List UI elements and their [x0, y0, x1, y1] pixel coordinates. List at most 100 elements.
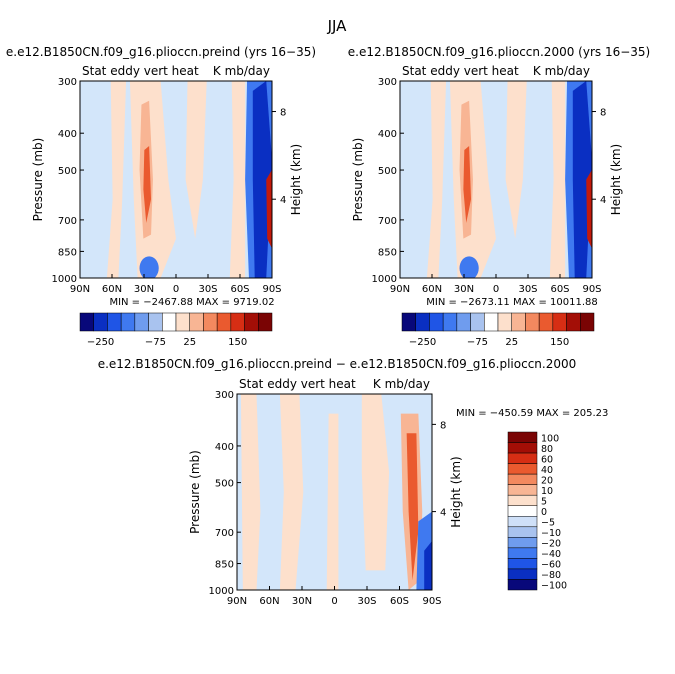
colorbar-swatch	[162, 312, 177, 332]
colorbar-swatch	[507, 547, 538, 559]
x-tick-label: 0	[493, 284, 499, 295]
y-tick-label: 500	[215, 479, 234, 490]
colorbar-swatch	[484, 312, 499, 332]
field-blue	[139, 256, 159, 278]
y-axis-label: Pressure (mb)	[31, 138, 45, 222]
figure-title: JJA	[327, 17, 348, 35]
field-blue	[459, 256, 479, 278]
colorbar-swatch	[507, 537, 538, 549]
colorbar-swatch	[429, 312, 444, 332]
colorbar-swatch	[107, 312, 122, 332]
colorbar-swatch	[230, 312, 245, 332]
colorbar-swatch	[258, 312, 273, 332]
field-band	[185, 81, 207, 239]
colorbar-swatch	[507, 431, 538, 443]
x-tick-label: 90N	[390, 284, 410, 295]
min-max-stats: MIN = −450.59 MAX = 205.23	[456, 408, 608, 419]
panel-3	[236, 393, 538, 591]
panel-title: e.e12.B1850CN.f09_g16.plioccn.preind − e…	[98, 357, 577, 371]
colorbar-label: 150	[228, 337, 247, 348]
colorbar-label: −5	[541, 518, 555, 529]
x-tick-label: 30N	[134, 284, 154, 295]
y-tick-label: 850	[215, 560, 234, 571]
panel-1	[79, 80, 276, 332]
x-tick-label: 60N	[102, 284, 122, 295]
y-tick-label: 500	[58, 166, 77, 177]
height-axis-label: Height (km)	[289, 144, 303, 215]
y-tick-label: 1000	[52, 274, 77, 285]
x-tick-label: 60N	[259, 596, 279, 607]
heatmap-field	[80, 81, 272, 278]
y-tick-label: 850	[378, 247, 397, 258]
panel-title: e.e12.B1850CN.f09_g16.plioccn.preind (yr…	[6, 45, 316, 59]
colorbar-swatch	[580, 312, 595, 332]
heatmap-field	[237, 394, 432, 590]
colorbar-label: 5	[541, 496, 547, 507]
colorbar-swatch	[415, 312, 430, 332]
height-tick-label: 4	[440, 508, 446, 519]
panel-title: e.e12.B1850CN.f09_g16.plioccn.2000 (yrs …	[348, 45, 650, 59]
colorbar-swatch	[244, 312, 259, 332]
min-max-stats: MIN = −2673.11 MAX = 10011.88	[426, 297, 597, 308]
field-band	[549, 81, 566, 278]
y-tick-label: 400	[58, 129, 77, 140]
y-tick-label: 1000	[209, 586, 234, 597]
colorbar-swatch	[189, 312, 204, 332]
colorbar-swatch	[456, 312, 471, 332]
x-tick-label: 30S	[357, 596, 376, 607]
panel-subtitle-right: K mb/day	[373, 377, 430, 391]
field-core	[406, 433, 419, 581]
y-axis-label: Pressure (mb)	[351, 138, 365, 222]
colorbar-swatch	[134, 312, 149, 332]
colorbar-label: 20	[541, 475, 553, 486]
x-tick-label: 0	[173, 284, 179, 295]
colorbar-swatch	[442, 312, 458, 332]
y-tick-label: 300	[215, 390, 234, 401]
min-max-stats: MIN = −2467.88 MAX = 9719.02	[109, 297, 274, 308]
x-tick-label: 90N	[70, 284, 90, 295]
colorbar-swatch	[507, 579, 538, 591]
x-tick-label: 30N	[292, 596, 312, 607]
y-tick-label: 300	[378, 77, 397, 88]
colorbar-label: −100	[541, 581, 567, 592]
x-tick-label: 30S	[198, 284, 217, 295]
colorbar-label: 25	[183, 337, 196, 348]
y-tick-label: 500	[378, 166, 397, 177]
y-tick-label: 1000	[372, 274, 397, 285]
colorbar-swatch	[216, 312, 232, 332]
height-tick-label: 4	[600, 195, 606, 206]
panel-subtitle-left: Stat eddy vert heat	[239, 377, 356, 391]
height-tick-label: 4	[280, 195, 286, 206]
colorbar-swatch	[507, 473, 538, 485]
height-tick-label: 8	[280, 108, 286, 119]
colorbar-swatch	[538, 312, 554, 332]
x-tick-label: 30S	[518, 284, 537, 295]
colorbar-label: −40	[541, 549, 561, 560]
field-band	[106, 81, 127, 278]
x-tick-label: 60S	[550, 284, 569, 295]
colorbar-swatch	[507, 526, 538, 538]
x-tick-label: 30N	[454, 284, 474, 295]
field-band	[505, 81, 527, 239]
colorbar-label: 100	[541, 433, 559, 444]
height-axis-label: Height (km)	[609, 144, 623, 215]
x-tick-label: 60N	[422, 284, 442, 295]
colorbar-swatch	[507, 442, 538, 454]
colorbar-label: −250	[87, 337, 114, 348]
colorbar-label: −75	[467, 337, 488, 348]
x-tick-label: 90S	[582, 284, 601, 295]
x-tick-label: 90N	[227, 596, 247, 607]
colorbar-label: 0	[541, 507, 547, 518]
x-tick-label: 90S	[422, 596, 441, 607]
colorbar-swatch	[507, 516, 538, 528]
colorbar-label: 80	[541, 444, 553, 455]
field-band	[361, 394, 390, 571]
y-tick-label: 700	[58, 216, 77, 227]
colorbar-swatch	[120, 312, 136, 332]
panel-subtitle-right: K mb/day	[533, 64, 590, 78]
height-tick-label: 8	[440, 420, 446, 431]
y-tick-label: 400	[215, 442, 234, 453]
colorbar-swatch	[401, 312, 416, 332]
colorbar-label: 150	[550, 337, 569, 348]
